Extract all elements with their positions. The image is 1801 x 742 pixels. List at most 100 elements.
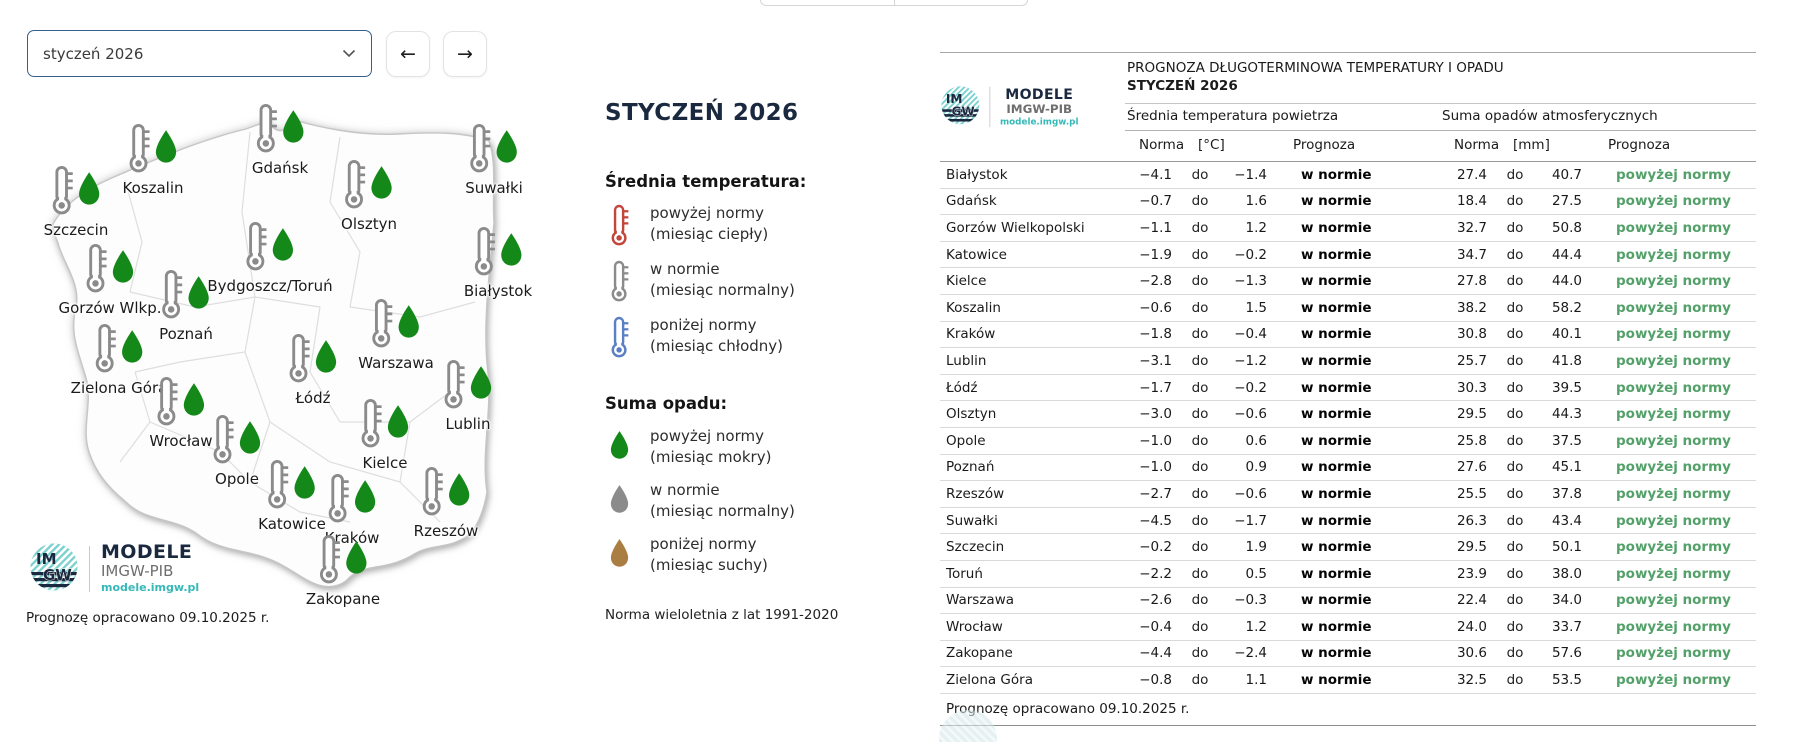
temp-group-header: Średnia temperatura powietrza <box>1125 103 1440 131</box>
prev-month-button[interactable]: ← <box>386 31 430 77</box>
forecast-row: Koszalin −0.6 do 1.5 w normie 38.2 do 58… <box>940 294 1757 322</box>
city-marker: Opole <box>211 413 264 488</box>
precip-above-icon <box>351 479 378 518</box>
legend-item-precip-above: powyżej normy (miesiąc mokry) <box>605 426 855 467</box>
droplet-dry-icon <box>605 534 633 568</box>
temp-min-cell: −4.1 <box>1125 161 1180 189</box>
do-label: do <box>1180 427 1220 455</box>
city-marker: Bydgoszcz/Toruń <box>207 220 333 295</box>
city-label: Kielce <box>362 454 408 472</box>
precip-min-cell: 32.7 <box>1440 214 1495 242</box>
temp-prognosis-cell: w normie <box>1275 666 1440 694</box>
city-cell: Warszawa <box>940 587 1125 615</box>
do-label: do <box>1495 427 1535 455</box>
imgw-logo-icon: IM GW <box>30 543 78 595</box>
imgw-brand-block: IM GW MODELE IMGW-PIB modele.imgw.pl <box>30 542 199 595</box>
precip-above-icon <box>369 165 396 204</box>
temperature-normal-icon <box>84 242 109 298</box>
temperature-normal-icon <box>127 122 152 178</box>
precip-above-icon <box>385 404 412 443</box>
precip-above-icon <box>313 339 340 378</box>
precip-group-header: Suma opadów atmosferycznych <box>1440 103 1757 131</box>
temperature-normal-icon <box>211 413 236 469</box>
precip-max-cell: 57.6 <box>1535 640 1590 668</box>
temperature-normal-icon <box>325 472 350 528</box>
temp-max-cell: −0.2 <box>1220 241 1275 269</box>
city-label: Opole <box>215 470 259 488</box>
city-cell: Toruń <box>940 560 1125 588</box>
thermometer-cold-icon <box>605 315 633 359</box>
month-select[interactable]: styczeń 2026 <box>27 30 372 77</box>
temperature-normal-icon <box>442 358 467 414</box>
precip-max-cell: 41.8 <box>1535 347 1590 375</box>
temp-max-cell: −0.6 <box>1220 400 1275 428</box>
precip-above-icon <box>445 472 472 511</box>
city-label: Poznań <box>159 325 213 343</box>
logo-divider <box>89 545 90 592</box>
do-label: do <box>1495 613 1535 641</box>
temperature-normal-icon <box>93 322 118 378</box>
temp-min-cell: −1.0 <box>1125 427 1180 455</box>
precip-max-cell: 50.8 <box>1535 214 1590 242</box>
do-label: do <box>1180 640 1220 668</box>
city-label: Zielona Góra <box>70 379 168 397</box>
legend-item-label: w normie <box>650 481 720 499</box>
temp-min-cell: −2.8 <box>1125 267 1180 295</box>
temp-prognosis-cell: w normie <box>1275 507 1440 535</box>
precip-above-icon <box>269 227 296 266</box>
logo-divider <box>989 86 991 128</box>
forecast-row: Toruń −2.2 do 0.5 w normie 23.9 do 38.0 … <box>940 560 1757 588</box>
city-marker: Gorzów Wlkp. <box>58 242 162 317</box>
precip-prognosis-cell: powyżej normy <box>1590 560 1757 588</box>
next-month-button[interactable]: → <box>443 31 487 77</box>
legend-item-sub: (miesiąc chłodny) <box>650 336 784 355</box>
precip-prognosis-cell: powyżej normy <box>1590 267 1757 295</box>
temp-prognosis-cell: w normie <box>1275 533 1440 561</box>
precip-min-cell: 29.5 <box>1440 400 1495 428</box>
city-cell: Kielce <box>940 267 1125 295</box>
precip-prognosis-cell: powyżej normy <box>1590 374 1757 402</box>
city-marker: Katowice <box>258 458 326 533</box>
legend-item-sub: (miesiąc normalny) <box>650 280 795 299</box>
legend-item-label: powyżej normy <box>650 427 764 445</box>
city-label: Warszawa <box>358 354 434 372</box>
temp-prognosis-cell: w normie <box>1275 161 1440 189</box>
precip-above-icon <box>153 129 180 168</box>
precip-min-cell: 27.4 <box>1440 161 1495 189</box>
city-label: Białystok <box>463 282 533 300</box>
precip-max-cell: 34.0 <box>1535 587 1590 615</box>
forecast-row: Opole −1.0 do 0.6 w normie 25.8 do 37.5 … <box>940 427 1757 455</box>
precip-max-cell: 40.1 <box>1535 321 1590 349</box>
forecast-table-body: Białystok −4.1 do −1.4 w normie 27.4 do … <box>940 161 1757 694</box>
precip-above-icon <box>75 171 102 210</box>
city-label: Koszalin <box>122 179 184 197</box>
poland-outline <box>52 119 495 588</box>
legend-item-temp-below: poniżej normy (miesiąc chłodny) <box>605 315 855 359</box>
city-cell: Poznań <box>940 454 1125 482</box>
temperature-normal-icon <box>160 268 185 324</box>
temp-prognosis-cell: w normie <box>1275 241 1440 269</box>
brand-url: modele.imgw.pl <box>999 117 1079 127</box>
city-marker: Zakopane <box>306 533 380 608</box>
tab-left-fragment[interactable] <box>760 0 895 6</box>
do-label: do <box>1180 533 1220 561</box>
temp-norma-header: Norma <box>1125 130 1184 162</box>
legend-item-temp-normal: w normie (miesiąc normalny) <box>605 259 855 303</box>
forecast-row: Zielona Góra −0.8 do 1.1 w normie 32.5 d… <box>940 666 1757 694</box>
do-label: do <box>1495 241 1535 269</box>
temp-prognosis-cell: w normie <box>1275 267 1440 295</box>
forecast-row: Poznań −1.0 do 0.9 w normie 27.6 do 45.1… <box>940 454 1757 482</box>
tab-right-fragment[interactable] <box>894 0 1028 6</box>
do-label: do <box>1495 267 1535 295</box>
precip-min-cell: 25.8 <box>1440 427 1495 455</box>
temperature-normal-icon <box>155 375 180 431</box>
legend-temp-heading: Średnia temperatura: <box>605 172 807 191</box>
city-marker: Lublin <box>442 358 495 433</box>
precip-max-cell: 27.5 <box>1535 188 1590 216</box>
do-label: do <box>1180 347 1220 375</box>
temp-max-cell: 0.9 <box>1220 454 1275 482</box>
do-label: do <box>1495 640 1535 668</box>
precip-min-cell: 24.0 <box>1440 613 1495 641</box>
precip-max-cell: 33.7 <box>1535 613 1590 641</box>
precip-prognosis-cell: powyżej normy <box>1590 587 1757 615</box>
